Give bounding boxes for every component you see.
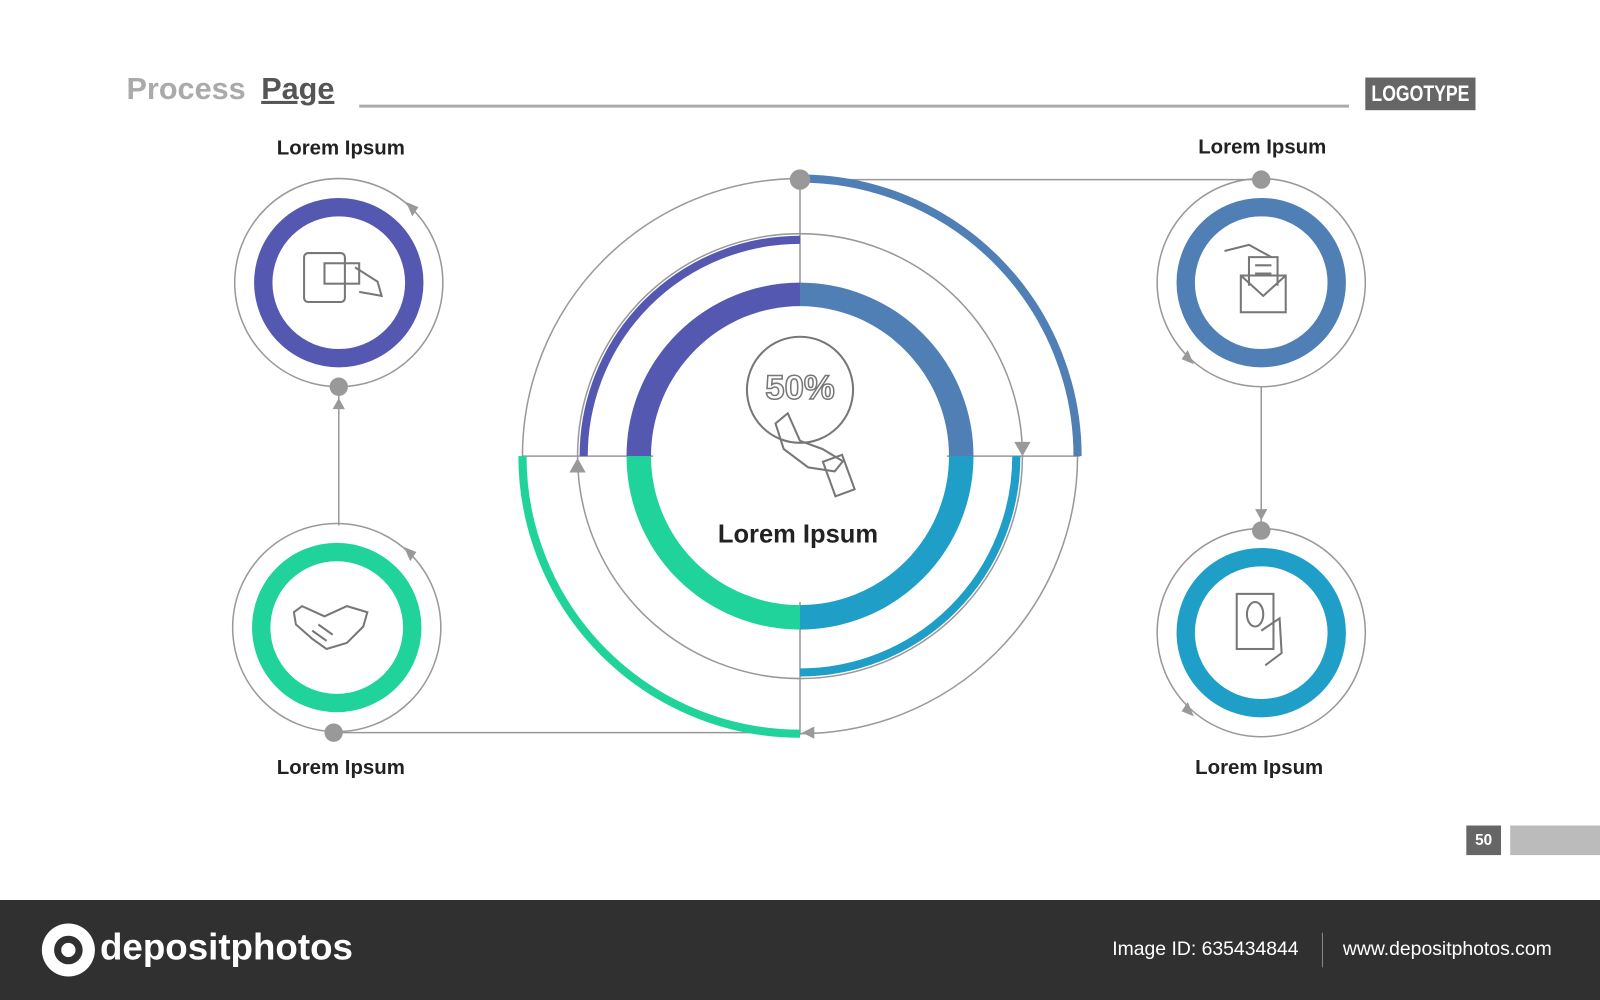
node-ring [1176,547,1346,718]
node-ring [252,542,422,713]
node: Lorem Ipsum [1156,527,1367,779]
icon [1245,601,1265,628]
icon [323,262,361,285]
logo: LOGOTYPE [1371,81,1469,106]
icon [292,604,369,651]
arrow [1255,509,1268,521]
ring-segment [799,455,974,630]
arc-green [518,456,801,738]
icon [1224,243,1272,259]
ring-segment [799,282,974,457]
node-label: Lorem Ipsum [277,137,405,159]
badge-circle [745,335,855,444]
icon [1260,616,1283,667]
badge: 50% [765,369,834,407]
icon [1239,274,1287,314]
title-light: Process [127,72,246,106]
dots [324,169,1271,742]
arc-blue [799,456,1021,677]
icon [303,252,346,304]
ring-segment [626,455,801,630]
arc-purple [579,235,801,457]
arrow [404,546,417,562]
arrow [332,397,345,410]
footer-logo [61,942,76,958]
center-label: Lorem Ipsum [718,520,878,548]
page-bar [1510,825,1600,856]
footer-image-id: Image ID: 635434844 [1112,938,1299,960]
arc-steel [799,174,1082,457]
node: Lorem Ipsum [231,522,442,779]
dot [324,723,343,742]
node-label: Lorem Ipsum [1198,136,1326,158]
arrow [406,202,419,217]
page-number-box [1466,825,1502,856]
dot [329,377,348,396]
title-bold: Page [261,72,334,106]
node: Lorem Ipsum [233,137,444,388]
arrow [1181,702,1194,717]
node: Lorem Ipsum [1156,136,1367,388]
ring-segment [626,282,801,457]
icon [1240,256,1287,298]
logo-box [1365,77,1476,111]
dot [1252,521,1271,540]
arrow [1181,350,1194,365]
footer [0,900,1600,1000]
node-ring [1176,197,1346,368]
arrow [569,458,586,473]
cuff-icon [821,453,856,498]
ring-hole [653,306,947,603]
node-label: Lorem Ipsum [1195,757,1323,779]
page-number: 50 [1475,832,1492,849]
arrow [1014,441,1031,457]
dot [789,169,811,190]
center-diagram: 50% Lorem Ipsum [518,174,1082,738]
dot [1252,170,1271,189]
connectors [332,178,1268,739]
icon [354,266,384,298]
footer-brand: depositphotos [100,927,353,968]
node-ring [254,197,424,368]
arrow [802,726,815,739]
hand-icon [774,411,845,473]
footer-url: www.depositphotos.com [1342,938,1552,960]
node-label: Lorem Ipsum [277,757,405,779]
